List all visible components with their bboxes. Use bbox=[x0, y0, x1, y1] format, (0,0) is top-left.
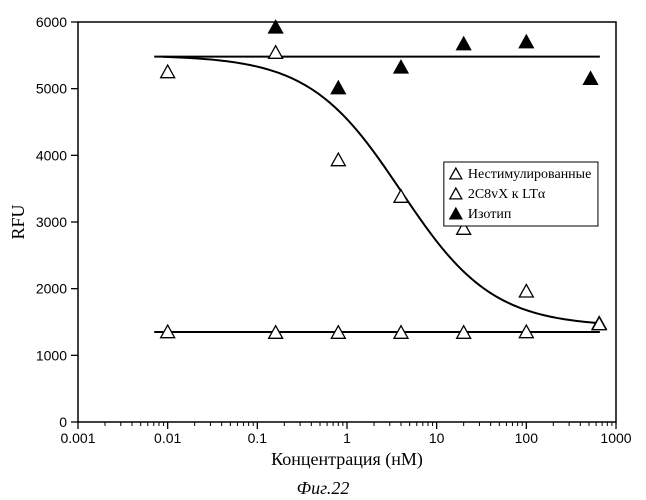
svg-text:10: 10 bbox=[429, 430, 445, 446]
svg-text:RFU: RFU bbox=[8, 204, 28, 239]
svg-text:Нестимулированные: Нестимулированные bbox=[468, 167, 591, 182]
dose-response-chart: 0 1000 2000 3000 4000 5000 6000 0.001 0.01 0.1 1 10… bbox=[0, 0, 646, 500]
svg-text:1: 1 bbox=[343, 430, 351, 446]
svg-text:6000: 6000 bbox=[36, 14, 67, 30]
svg-text:2С8vX к LTα: 2С8vX к LTα bbox=[468, 187, 546, 202]
svg-text:1000: 1000 bbox=[36, 347, 67, 363]
figure-container: 0 1000 2000 3000 4000 5000 6000 0.001 0.01 0.1 1 10… bbox=[0, 0, 646, 500]
svg-text:0.01: 0.01 bbox=[154, 430, 181, 446]
figure-caption: Фиг.22 bbox=[297, 478, 350, 498]
svg-text:3000: 3000 bbox=[36, 214, 67, 230]
svg-text:4000: 4000 bbox=[36, 147, 67, 163]
svg-text:0.1: 0.1 bbox=[248, 430, 268, 446]
svg-text:2000: 2000 bbox=[36, 281, 67, 297]
svg-text:0: 0 bbox=[59, 414, 67, 430]
svg-text:0.001: 0.001 bbox=[60, 430, 95, 446]
svg-text:5000: 5000 bbox=[36, 81, 67, 97]
svg-text:Изотип: Изотип bbox=[468, 207, 512, 222]
svg-text:1000: 1000 bbox=[600, 430, 631, 446]
svg-text:Концентрация (нМ): Концентрация (нМ) bbox=[271, 449, 423, 470]
legend: Нестимулированные 2С8vX к LTα Изотип bbox=[444, 162, 598, 226]
svg-text:100: 100 bbox=[515, 430, 539, 446]
